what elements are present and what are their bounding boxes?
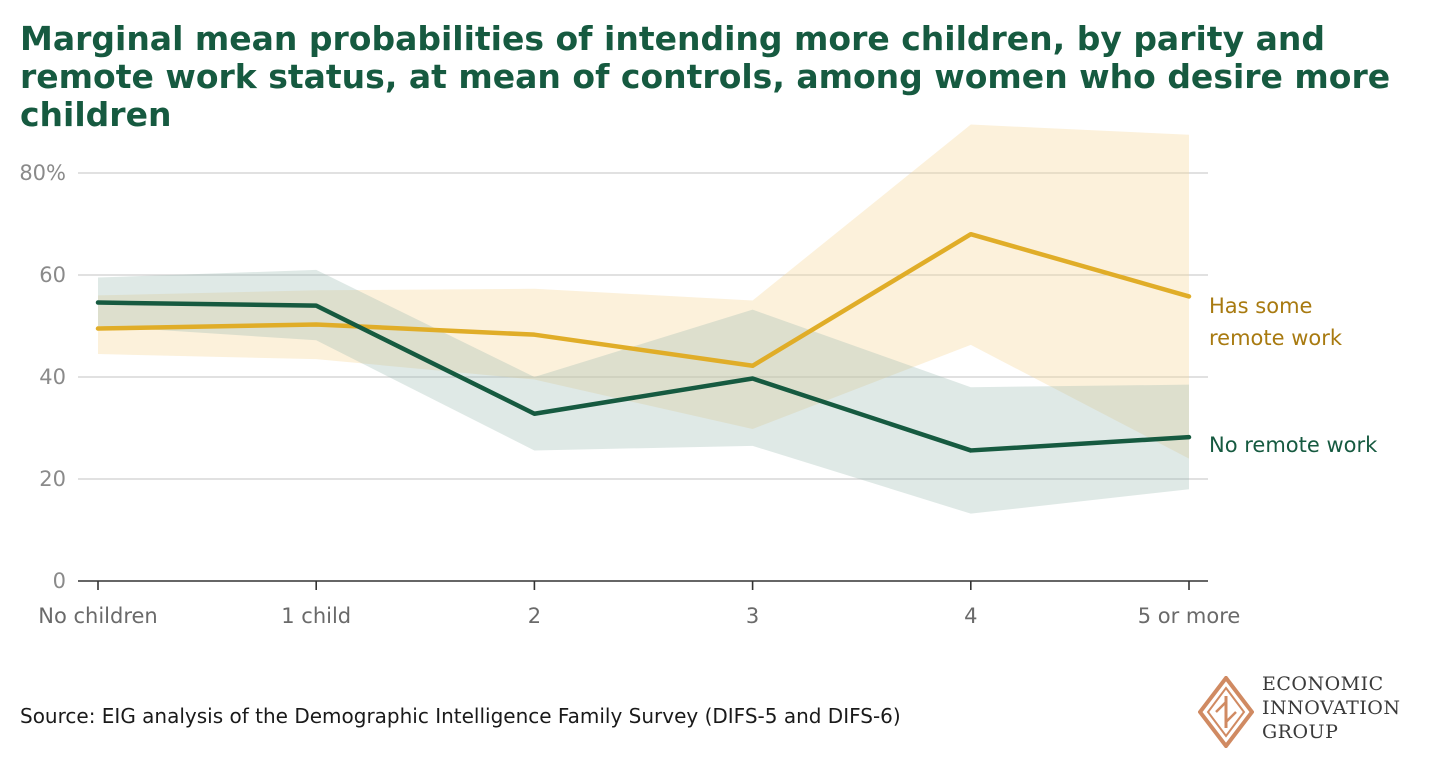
x-axis: No children 1 child 2 3 4 5 or more bbox=[38, 580, 1241, 628]
confidence-band-remote bbox=[98, 124, 1189, 459]
logo-line: ECONOMIC bbox=[1262, 673, 1384, 695]
x-tick-label: No children bbox=[38, 604, 158, 628]
y-tick-label: 80% bbox=[19, 161, 66, 185]
y-tick-label: 20 bbox=[39, 467, 66, 491]
x-tick-label: 2 bbox=[528, 604, 541, 628]
y-axis: 0 20 40 60 80% bbox=[19, 161, 66, 593]
series-labels: Has some remote work No remote work bbox=[1209, 294, 1378, 457]
series-label-no-remote: No remote work bbox=[1209, 433, 1378, 457]
x-tick-label: 4 bbox=[964, 604, 977, 628]
chart-title: Marginal mean probabilities of intending… bbox=[20, 19, 1391, 134]
source-note: Source: EIG analysis of the Demographic … bbox=[20, 704, 901, 728]
x-tick-label: 3 bbox=[746, 604, 759, 628]
series-label-remote: remote work bbox=[1209, 326, 1343, 350]
logo-line: INNOVATION bbox=[1262, 697, 1401, 719]
logo-wordmark: ECONOMIC INNOVATION GROUP bbox=[1262, 672, 1401, 744]
series-label-remote: Has some bbox=[1209, 294, 1312, 318]
y-tick-label: 0 bbox=[53, 569, 66, 593]
y-tick-label: 60 bbox=[39, 263, 66, 287]
diamond-logo-icon bbox=[1198, 676, 1254, 748]
series-line-remote bbox=[95, 231, 1192, 369]
logo-line: GROUP bbox=[1262, 721, 1339, 743]
line-chart: 0 20 40 60 80% No children 1 child 2 3 4 5 or mor… bbox=[19, 124, 1378, 628]
series-line-no-remote bbox=[95, 300, 1192, 453]
y-tick-label: 40 bbox=[39, 365, 66, 389]
eig-logo: ECONOMIC INNOVATION GROUP bbox=[1198, 672, 1438, 752]
x-tick-label: 1 child bbox=[281, 604, 351, 628]
series-lines bbox=[95, 231, 1192, 453]
gridlines bbox=[78, 172, 1208, 480]
confidence-bands bbox=[98, 124, 1189, 514]
x-tick-label: 5 or more bbox=[1138, 604, 1241, 628]
